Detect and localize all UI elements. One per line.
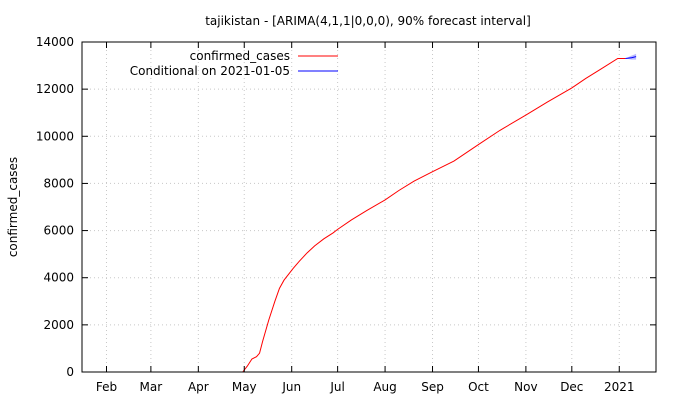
y-tick-label: 6000 [43,224,74,238]
x-tick-label: Dec [560,380,583,394]
series-lines [242,56,637,373]
x-tick-label: Sep [421,380,444,394]
plot-frame [81,41,657,373]
x-tick-label: May [232,380,257,394]
x-tick-label: Jun [281,380,301,394]
x-axis: Feb Mar Apr May Jun Jul Aug Sep Oct Nov Dec 2021 [96,42,635,394]
y-tick-label: 12000 [36,82,74,96]
y-tick-label: 8000 [43,176,74,190]
y-tick-label: 14000 [36,35,74,49]
x-tick-label: Apr [188,380,209,394]
y-tick-label: 4000 [43,271,74,285]
grid [82,42,656,372]
y-tick-label: 2000 [43,318,74,332]
x-tick-label: Nov [514,380,537,394]
x-tick-label: Jul [329,380,344,394]
y-axis-label: confirmed_cases [6,157,20,257]
chart-title: tajikistan - [ARIMA(4,1,1|0,0,0), 90% fo… [205,14,531,28]
x-tick-label: Feb [96,380,117,394]
x-tick-label: 2021 [604,380,635,394]
legend-label-0: confirmed_cases [190,49,290,63]
x-tick-label: Mar [140,380,163,394]
y-tick-label: 0 [66,365,74,379]
y-tick-label: 10000 [36,129,74,143]
legend-label-1: Conditional on 2021-01-05 [130,64,290,78]
x-tick-label: Aug [373,380,396,394]
series-line-1 [625,56,637,59]
series-line-0 [242,58,626,373]
y-axis: 0 2000 4000 6000 8000 10000 12000 14000 [36,35,656,379]
x-tick-label: Oct [468,380,489,394]
